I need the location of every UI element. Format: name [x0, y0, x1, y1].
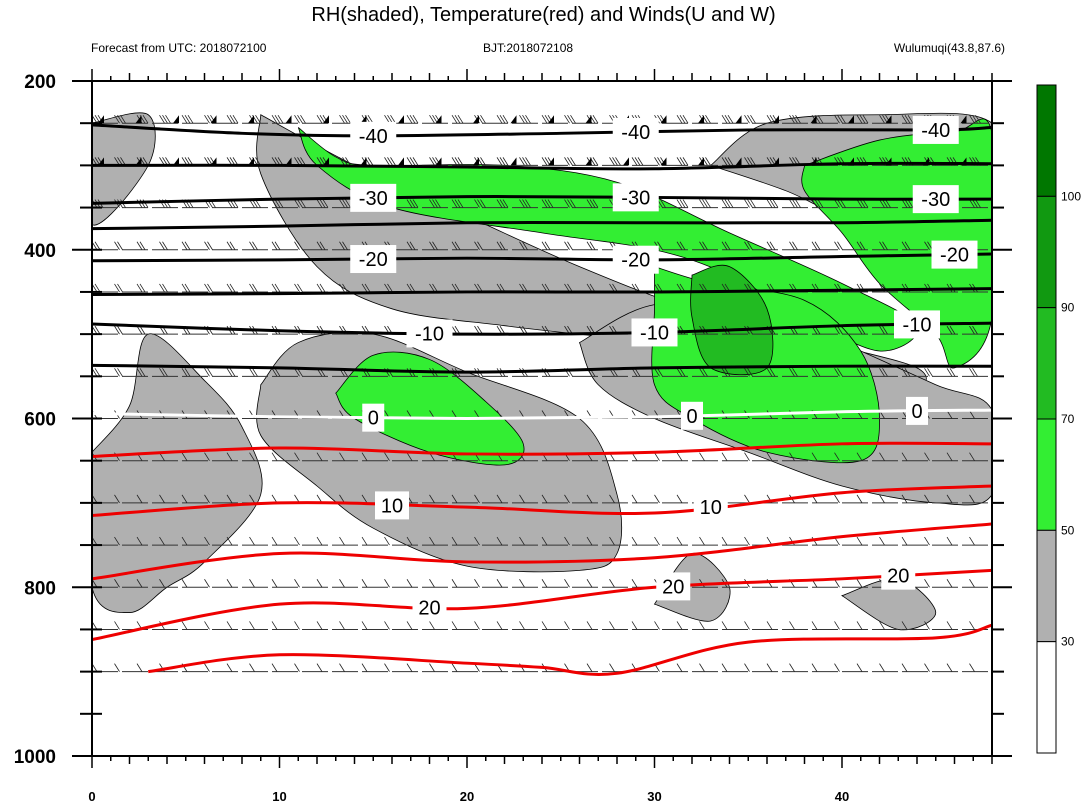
- isotherm-15: [92, 522, 992, 581]
- isotherm-label: -30: [621, 187, 650, 209]
- isotherm-label-bg: [906, 396, 928, 425]
- isotherm-label-bg: [612, 117, 659, 146]
- isotherm-label: 0: [368, 408, 379, 430]
- isotherm-label-bg: [612, 245, 659, 274]
- isotherm-0: [92, 408, 992, 421]
- isotherm-label-bg: [693, 492, 728, 521]
- isotherm--20: [92, 252, 992, 263]
- colorbar-label: 100: [1061, 189, 1081, 203]
- isotherm-label: -20: [359, 249, 388, 271]
- isotherm-label-bg: [631, 318, 678, 347]
- isotherm-label: 20: [887, 566, 909, 588]
- y-tick-label: 800: [24, 578, 56, 599]
- colorbar-box: [1036, 195, 1057, 309]
- isotherm-label-bg: [375, 491, 409, 520]
- isotherm-label: 0: [686, 406, 697, 428]
- colorbar-box: [1036, 641, 1057, 754]
- y-tick-label: 600: [24, 410, 56, 431]
- wind-barbs-800: [92, 579, 975, 588]
- isotherm-label: -40: [921, 120, 950, 142]
- isotherm-label: -30: [359, 188, 388, 210]
- isotherm-label-bg: [681, 401, 703, 430]
- colorbar-box: [1036, 529, 1057, 643]
- x-tick-label: 0: [88, 789, 95, 804]
- wind-barbs-900: [92, 663, 975, 672]
- isotherm--40: [92, 123, 992, 138]
- y-tick-label: 1000: [14, 747, 56, 768]
- isotherm-label-bg: [656, 572, 691, 601]
- bjt-time-label: BJT:2018072108: [483, 41, 574, 55]
- isotherm-label-bg: [350, 121, 397, 150]
- isotherm-label: -10: [415, 323, 444, 345]
- isotherm-label-bg: [412, 593, 447, 622]
- isotherm-10: [92, 484, 992, 518]
- isotherm--30: [92, 195, 992, 205]
- rh-region-30-50-0: [92, 112, 156, 226]
- isotherm-label-bg: [612, 183, 659, 212]
- x-tick-label: 30: [647, 789, 661, 804]
- forecast-init-label: Forecast from UTC: 2018072100: [91, 41, 267, 55]
- colorbar-label: 90: [1061, 301, 1075, 315]
- isotherm-label: -20: [940, 245, 969, 267]
- rh-colorbar: 100 90 70 50 30: [1036, 84, 1081, 754]
- colorbar-label: 50: [1061, 523, 1075, 537]
- isotherm-label-bg: [894, 310, 940, 339]
- temperature-contour-layer: -40 -40 -40 -30 -30 -30 -20 -20 -20 -10 -10 -10 0 0 0 1…: [92, 115, 992, 676]
- colorbar-label: 70: [1061, 412, 1075, 426]
- isotherm-label-bg: [912, 115, 959, 144]
- isotherm-label-bg: [931, 240, 978, 269]
- rh-shading-layer: [92, 112, 992, 631]
- isotherm-label: 0: [911, 401, 922, 423]
- isotherm-5: [92, 441, 992, 458]
- wind-barbs-450: [92, 283, 978, 293]
- isotherm-label: -10: [903, 314, 932, 336]
- isotherm-label: 10: [700, 497, 722, 519]
- isotherm-20: [92, 568, 992, 642]
- colorbar-box: [1036, 307, 1057, 420]
- station-label: Wulumuqi(43.8,87.6): [893, 41, 1005, 55]
- x-tick-label: 10: [272, 789, 286, 804]
- isotherm--5: [92, 363, 992, 374]
- isotherm-label: 10: [381, 495, 403, 517]
- chart-title: RH(shaded), Temperature(red) and Winds(U…: [311, 4, 776, 26]
- isotherm--35: [92, 161, 992, 171]
- isotherm-label: -20: [621, 250, 650, 272]
- isotherm-label: -40: [359, 126, 388, 148]
- isotherm-label-bg: [350, 245, 397, 274]
- wind-barbs-850: [92, 621, 975, 630]
- isotherm-label: 20: [662, 576, 684, 598]
- isotherm--25: [92, 218, 992, 231]
- x-tick-label: 40: [835, 789, 849, 804]
- isotherm-label: -30: [921, 189, 950, 211]
- isotherm-label: 20: [418, 598, 440, 620]
- isotherm-label: -10: [640, 322, 669, 344]
- isotherm-label-bg: [350, 183, 397, 212]
- y-tick-label: 200: [24, 72, 56, 93]
- isotherm-label-bg: [362, 403, 385, 432]
- colorbar-box: [1036, 418, 1057, 531]
- isotherm-label: -40: [621, 122, 650, 144]
- colorbar-box: [1036, 84, 1057, 197]
- isotherm--15: [92, 287, 992, 296]
- isotherm-label-bg: [912, 185, 959, 214]
- y-tick-label: 400: [24, 241, 56, 262]
- isotherm-label-bg: [406, 319, 453, 348]
- colorbar-label: 30: [1061, 635, 1075, 649]
- isotherm-25: [148, 623, 992, 676]
- isotherm-label-bg: [881, 561, 916, 590]
- rh-region-30-50-3: [92, 333, 263, 613]
- isotherm--10: [92, 321, 992, 336]
- x-tick-label: 20: [460, 789, 474, 804]
